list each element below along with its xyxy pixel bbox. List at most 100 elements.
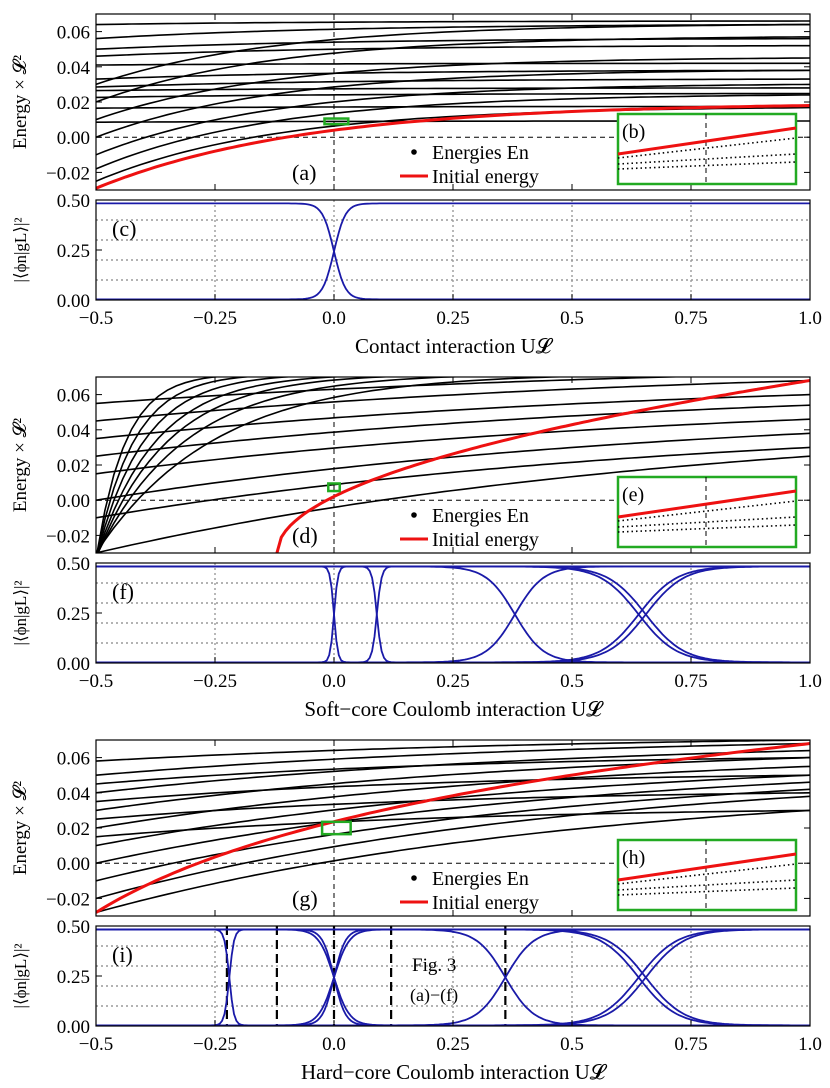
energy-level-line-7 [96, 756, 810, 812]
energy-level-line-10 [96, 377, 471, 553]
energy-ytick-label: 0.04 [57, 421, 91, 442]
energy-axis-label: Energy × 𝓛² [10, 55, 31, 150]
energy-level-line-7 [96, 62, 810, 66]
inset-energy-dots-1 [617, 137, 797, 159]
x-tick-label: 0.75 [674, 308, 707, 329]
legend-line-label: Initial energy [432, 529, 539, 551]
x-tick-label: 1.0 [798, 671, 822, 692]
inset-panel-label: (e) [622, 484, 644, 506]
x-tick-label: −0.5 [79, 1034, 113, 1055]
overlap-panel-label: (i) [112, 942, 133, 967]
energy-level-line-13 [96, 377, 298, 553]
energy-level-line-14 [96, 83, 810, 156]
x-tick-label: −0.5 [79, 308, 113, 329]
energy-ytick-label: 0.00 [57, 491, 90, 512]
energy-level-line-7 [96, 379, 810, 422]
x-tick-label: 0.5 [560, 1034, 584, 1055]
x-axis-label: Hard−core Coulomb interaction U𝓛 [301, 1060, 608, 1084]
inset-energy-dots-2 [617, 516, 797, 528]
panel-group-1: 0.06 0.04 0.02 0.00 −0.02 Energy × 𝓛² (a) Energ… [10, 13, 822, 358]
legend-dots-label: Energies En [432, 142, 529, 164]
inset-initial-energy-line [617, 852, 797, 882]
overlap-curve-12 [96, 928, 810, 1026]
energy-level-line-8 [96, 44, 810, 57]
energy-ytick-label: −0.02 [46, 889, 90, 910]
energy-ytick-label: 0.04 [57, 58, 91, 79]
overlap-plot-area [96, 563, 810, 663]
energy-level-line-4 [96, 418, 810, 475]
energy-level-line-1 [96, 455, 810, 553]
energy-plot-area [96, 14, 810, 190]
inset-energy-dots-1 [617, 500, 797, 522]
energy-ytick-label: 0.00 [57, 854, 90, 875]
energy-level-line-12 [96, 792, 810, 820]
energy-ytick-label: 0.00 [57, 128, 90, 149]
energy-ytick-label: 0.06 [57, 749, 90, 770]
energy-level-line-3 [96, 432, 810, 501]
energy-axis-label: Energy × 𝓛² [10, 418, 31, 513]
x-tick-label: −0.25 [193, 671, 237, 692]
energy-level-line-2 [96, 795, 810, 900]
energy-level-line-17 [96, 36, 810, 103]
initial-energy-line [96, 742, 810, 914]
inset-panel-label: (h) [622, 847, 645, 869]
energy-ytick-label: 0.02 [57, 93, 90, 114]
energy-level-line-15 [96, 69, 810, 138]
energy-level-line-9 [96, 742, 810, 776]
legend-line-label: Initial energy [432, 892, 539, 914]
inset-initial-energy-line [617, 126, 797, 156]
overlap-panel-label: (c) [112, 216, 136, 241]
energy-level-line-13 [96, 94, 810, 170]
energy-level-line-5 [96, 774, 810, 847]
energy-level-line-2 [96, 446, 810, 519]
x-tick-label: −0.25 [193, 308, 237, 329]
energy-panel-label: (d) [292, 523, 318, 548]
overlap-ytick-label: 0.00 [57, 291, 90, 312]
x-tick-label: 0.0 [322, 1034, 346, 1055]
x-tick-label: 0.25 [436, 671, 469, 692]
inset-energy-dots-1 [617, 863, 797, 885]
inset-energy-dots-2 [617, 153, 797, 165]
overlap-plot-area [96, 200, 810, 300]
energy-level-line-8 [96, 377, 697, 405]
energy-level-line-11 [97, 377, 398, 553]
overlap-ytick-label: 0.25 [57, 604, 90, 625]
x-tick-label: −0.25 [193, 1034, 237, 1055]
figure-annotation-line1: Fig. 3 [412, 955, 456, 976]
energy-level-line-5 [96, 404, 810, 457]
overlap-ytick-label: 0.50 [57, 554, 90, 575]
energy-plot-area [96, 377, 810, 553]
inset-panel: (e) [616, 475, 798, 549]
overlap-ytick-label: 0.50 [57, 917, 90, 938]
energy-ytick-label: 0.02 [57, 819, 90, 840]
initial-energy-line [96, 104, 810, 190]
energy-level-line-18 [96, 23, 810, 86]
panel-group-3: 0.06 0.04 0.02 0.00 −0.02 Energy × 𝓛² (g) Energ… [10, 739, 822, 1084]
energy-plot-area [96, 740, 810, 916]
overlap-axis-label: |⟨ϕn|gL⟩|² [11, 581, 30, 646]
energy-level-line-4 [96, 87, 810, 92]
inset-panel: (h) [616, 838, 798, 912]
overlap-ytick-label: 0.50 [57, 191, 90, 212]
overlap-ytick-label: 0.25 [57, 967, 90, 988]
x-tick-label: 0.5 [560, 308, 584, 329]
x-tick-label: 0.0 [322, 308, 346, 329]
x-tick-label: 0.75 [674, 671, 707, 692]
overlap-plot-area [96, 926, 810, 1026]
energy-ytick-label: −0.02 [46, 163, 90, 184]
overlap-ytick-label: 0.00 [57, 654, 90, 675]
x-tick-label: 1.0 [798, 308, 822, 329]
overlap-ytick-label: 0.25 [57, 241, 90, 262]
energy-level-line-6 [96, 393, 810, 440]
energy-ytick-label: −0.02 [46, 526, 90, 547]
energy-level-line-13 [96, 774, 810, 803]
figure-annotation-line2: (a)−(f) [410, 985, 458, 1006]
x-tick-label: −0.5 [79, 671, 113, 692]
x-tick-label: 1.0 [798, 1034, 822, 1055]
inset-initial-energy-line [617, 489, 797, 519]
energy-panel-label: (g) [292, 886, 318, 911]
energy-axis-label: Energy × 𝓛² [10, 781, 31, 876]
x-tick-label: 0.25 [436, 308, 469, 329]
energy-level-line-11 [96, 20, 810, 26]
